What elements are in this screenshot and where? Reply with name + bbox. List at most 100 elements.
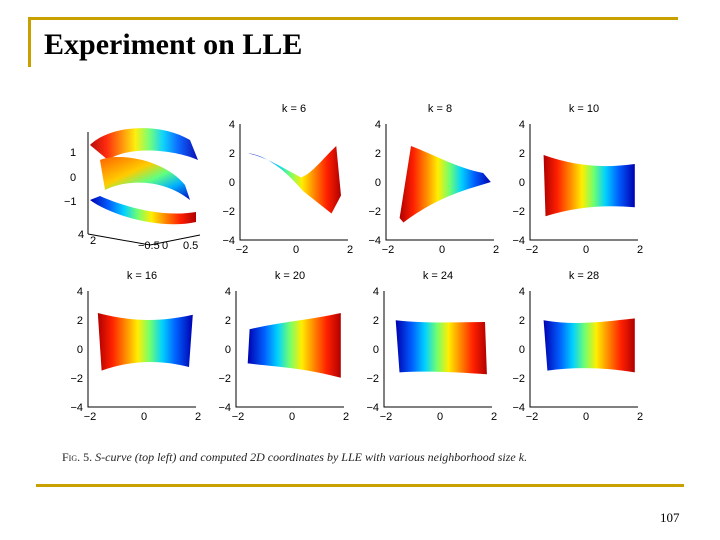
yaxis-tick-label: −4: [512, 402, 525, 414]
yaxis-tick-label: 4: [77, 286, 83, 298]
yaxis-tick-label: −2: [70, 373, 83, 385]
embedding-points: [399, 146, 491, 223]
yaxis-tick-label: 0: [519, 344, 525, 356]
figure-caption: Fig. 5. S-curve (top left) and computed …: [62, 450, 662, 465]
yaxis-tick-label: 4: [225, 286, 231, 298]
panel-title: k = 10: [569, 103, 599, 115]
xaxis-tick-label: 0: [162, 240, 168, 252]
yaxis-tick-label: −2: [366, 373, 379, 385]
yaxis-tick-label: −4: [70, 402, 83, 414]
yaxis-tick-label: −4: [218, 402, 231, 414]
xaxis-tick-label: 0: [583, 244, 589, 256]
title-rule-top: [28, 17, 678, 20]
caption-text: S-curve (top left) and computed 2D coord…: [95, 450, 528, 464]
xaxis-tick-label: −2: [382, 244, 395, 256]
xaxis-tick-label: −2: [526, 411, 539, 423]
embedding-panel: [529, 124, 638, 241]
yaxis-tick-label: −4: [222, 235, 235, 247]
axes: [529, 291, 638, 408]
xaxis-tick-label: −2: [526, 244, 539, 256]
xaxis-tick-label: −2: [236, 244, 249, 256]
embedding-panel: [235, 291, 344, 408]
yaxis-tick-label: 4: [519, 286, 525, 298]
xaxis-tick-label: 2: [493, 244, 499, 256]
s-curve-middle-band: [100, 157, 190, 200]
xaxis-tick-label: 2: [195, 411, 201, 423]
zaxis-tick-label: −1: [64, 196, 77, 208]
panel-title: k = 24: [423, 270, 453, 282]
yaxis-tick-label: 0: [375, 177, 381, 189]
axes: [385, 124, 494, 241]
yaxis-tick-label: −2: [512, 206, 525, 218]
zaxis-tick-label: 0: [70, 172, 76, 184]
s-curve-bottom-band: [90, 196, 196, 225]
embedding-panel: [239, 124, 348, 241]
title-rule-left: [28, 17, 31, 67]
xaxis-tick-label: 2: [637, 411, 643, 423]
xaxis-tick-label: 0: [289, 411, 295, 423]
xaxis-tick-label: 2: [491, 411, 497, 423]
axes: [235, 291, 344, 408]
embedding-points: [395, 320, 487, 375]
yaxis-tick-label: 2: [229, 148, 235, 160]
yaxis-tick-label: −2: [368, 206, 381, 218]
yaxis-tick-label: 2: [373, 315, 379, 327]
axes: [529, 124, 638, 241]
yaxis-tick-label: −2: [512, 373, 525, 385]
embedding-panel: [87, 291, 196, 408]
embedding-points: [247, 146, 341, 214]
yaxis-tick-label: 4: [519, 119, 525, 131]
yaxis-tick-label: −2: [218, 373, 231, 385]
panel-title: k = 20: [275, 270, 305, 282]
yaxis-tick-label: −4: [368, 235, 381, 247]
xaxis-tick-label: 0: [439, 244, 445, 256]
panel-title: k = 16: [127, 270, 157, 282]
xaxis-tick-label: 0.5: [183, 240, 198, 252]
xaxis-tick-label: −2: [232, 411, 245, 423]
panel-title: k = 8: [428, 103, 452, 115]
embedding-panel: [383, 291, 492, 408]
page-number: 107: [660, 510, 680, 525]
yaxis-tick-label: −4: [366, 402, 379, 414]
embedding-points: [247, 313, 341, 378]
panel-title: k = 6: [282, 103, 306, 115]
caption-label: Fig. 5.: [62, 450, 93, 464]
embedding-panel: [385, 124, 494, 241]
s-curve-panel: 1 0 −1 4 2 −0.5 0 0.5: [64, 128, 201, 252]
footer-rule: [36, 484, 684, 487]
yaxis-tick-label: 0: [373, 344, 379, 356]
xaxis-tick-label: 2: [637, 244, 643, 256]
axes: [383, 291, 492, 408]
yaxis-tick-label: 2: [375, 148, 381, 160]
xaxis-tick-label: 2: [347, 244, 353, 256]
yaxis-tick-label: 4: [375, 119, 381, 131]
yaxis-tick-label: 2: [519, 148, 525, 160]
yaxis-tick-label: 0: [229, 177, 235, 189]
slide-title: Experiment on LLE: [44, 28, 303, 61]
yaxis-tick-label: 0: [77, 344, 83, 356]
xaxis-tick-label: −2: [84, 411, 97, 423]
embedding-panel: [529, 291, 638, 408]
xaxis-tick-label: 2: [343, 411, 349, 423]
xaxis-tick-label: 0: [437, 411, 443, 423]
xaxis-tick-label: 0: [583, 411, 589, 423]
yaxis-tick-label: 0: [519, 177, 525, 189]
yaxis-tick-label: −2: [222, 206, 235, 218]
axes: [239, 124, 348, 241]
yaxis-tick-label: 2: [225, 315, 231, 327]
panel-title: k = 28: [569, 270, 599, 282]
yaxis-tick-label: 2: [77, 315, 83, 327]
xaxis-tick-label: 0: [293, 244, 299, 256]
yaxis-tick-label: −4: [512, 235, 525, 247]
yaxis-tick-label: 2: [90, 235, 96, 247]
yaxis-tick-label: 4: [78, 229, 84, 241]
s-curve-top-band: [90, 128, 198, 160]
embedding-points: [543, 318, 635, 373]
yaxis-tick-label: 2: [519, 315, 525, 327]
xaxis-tick-label: −0.5: [138, 240, 160, 252]
embedding-points: [543, 155, 635, 217]
xaxis-tick-label: 0: [141, 411, 147, 423]
yaxis-tick-label: 0: [225, 344, 231, 356]
